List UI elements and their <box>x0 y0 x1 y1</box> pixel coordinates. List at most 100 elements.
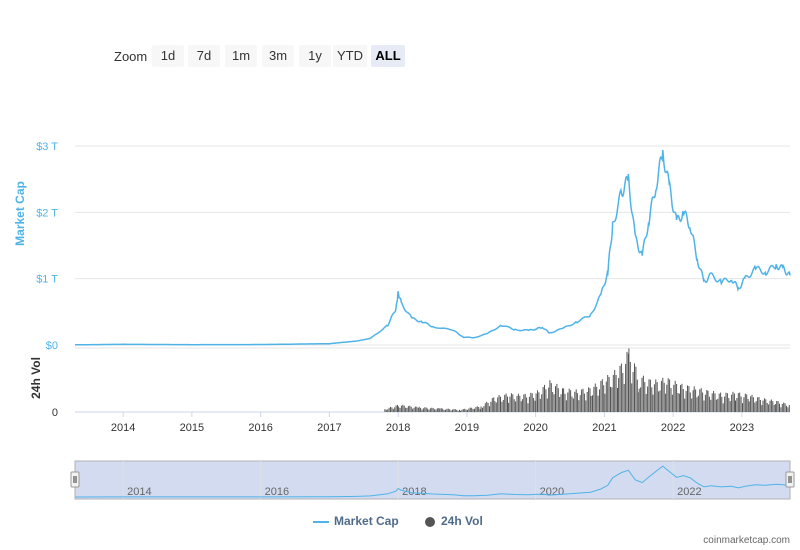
volume-bar <box>641 377 643 412</box>
volume-bar <box>553 394 555 412</box>
volume-bar <box>682 389 684 412</box>
volume-bar <box>610 386 611 412</box>
x-tick-label: 2017 <box>317 422 341 434</box>
volume-bar <box>417 407 419 412</box>
volume-bar <box>497 397 499 412</box>
volume-bar <box>728 398 730 412</box>
volume-bar <box>442 408 444 412</box>
volume-bar <box>494 401 496 412</box>
volume-bar <box>502 399 504 412</box>
volume-bar <box>534 400 536 412</box>
volume-bar <box>516 395 518 412</box>
volume-bar <box>671 394 673 412</box>
volume-axis-title: 24h Vol <box>29 357 43 399</box>
volume-bar <box>445 409 446 412</box>
volume-bar <box>594 383 596 412</box>
volume-bar <box>491 398 493 412</box>
x-tick-label: 2014 <box>111 422 135 434</box>
volume-bar <box>660 380 662 412</box>
legend-market-cap[interactable]: Market Cap <box>313 514 399 528</box>
y-tick-label: $3 T <box>36 141 58 153</box>
zoom-button-3m[interactable]: 3m <box>262 45 294 67</box>
volume-bar <box>429 408 431 412</box>
zoom-button-7d[interactable]: 7d <box>188 45 220 67</box>
volume-bar <box>720 392 722 412</box>
volume-bar <box>658 391 660 412</box>
volume-bar <box>521 399 523 412</box>
volume-bar <box>687 385 688 412</box>
volume-bar <box>765 399 767 412</box>
navigator-handle-right[interactable] <box>785 471 795 488</box>
volume-bar <box>588 387 590 412</box>
volume-bar <box>761 405 763 412</box>
volume-bar <box>593 386 595 412</box>
volume-bar <box>461 409 463 412</box>
volume-bar <box>596 386 598 412</box>
volume-bar <box>702 392 704 412</box>
volume-bar <box>585 400 587 412</box>
volume-bar <box>526 397 528 412</box>
volume-bar <box>689 392 691 412</box>
volume-bar <box>469 407 471 412</box>
volume-bar <box>568 388 570 412</box>
volume-bar <box>490 401 492 412</box>
zoom-button-ytd[interactable]: YTD <box>333 45 367 67</box>
volume-bar <box>636 379 638 412</box>
volume-bar <box>562 388 563 412</box>
volume-bar <box>548 387 550 412</box>
zoom-button-all[interactable]: ALL <box>371 45 405 67</box>
volume-bar <box>669 379 671 412</box>
volume-bar <box>733 393 735 412</box>
volume-bar <box>703 400 705 412</box>
zoom-button-1m[interactable]: 1m <box>225 45 257 67</box>
volume-bar <box>565 400 567 412</box>
volume-bar <box>617 387 618 412</box>
volume-bar <box>409 405 411 412</box>
volume-bar <box>539 398 541 412</box>
volume-bar <box>576 393 578 412</box>
volume-bar <box>472 409 474 412</box>
legend-volume[interactable]: 24h Vol <box>425 514 483 528</box>
volume-bar <box>425 407 427 412</box>
credits-link[interactable]: coinmarketcap.com <box>703 535 790 546</box>
volume-bar <box>575 389 577 412</box>
volume-bar <box>788 405 790 412</box>
volume-bar <box>397 404 398 412</box>
volume-bar <box>398 406 400 412</box>
navigator-handle-left[interactable] <box>70 471 80 488</box>
volume-bar <box>662 377 664 412</box>
volume-bar <box>601 379 603 412</box>
volume-bar <box>420 407 422 412</box>
volume-bar <box>697 395 699 412</box>
legend-market-cap-label: Market Cap <box>334 514 399 528</box>
zoom-button-1d[interactable]: 1d <box>152 45 184 67</box>
volume-bar <box>744 393 746 412</box>
volume-bar <box>424 407 426 412</box>
volume-bar <box>649 379 651 412</box>
volume-bar <box>642 375 644 412</box>
volume-bar <box>776 401 778 412</box>
volume-bar <box>523 394 525 412</box>
volume-bar <box>388 407 390 412</box>
x-tick-label: 2015 <box>180 422 204 434</box>
volume-bar <box>385 409 387 412</box>
volume-bar <box>406 407 408 412</box>
volume-bar <box>482 407 483 412</box>
volume-bar <box>513 399 515 412</box>
zoom-button-1y[interactable]: 1y <box>299 45 331 67</box>
volume-bar <box>501 401 503 412</box>
volume-bar <box>586 392 588 412</box>
volume-bar <box>715 399 717 412</box>
volume-bar <box>578 400 580 412</box>
volume-bar <box>391 407 393 412</box>
volume-bar <box>556 383 558 412</box>
volume-bar <box>519 395 521 412</box>
volume-bar <box>535 393 537 412</box>
volume-bar <box>693 386 695 412</box>
y-tick-label: $1 T <box>36 274 58 286</box>
volume-bar <box>559 397 561 412</box>
volume-bar <box>784 403 786 412</box>
volume-bar <box>622 373 624 412</box>
volume-bar <box>399 408 401 412</box>
volume-bar <box>648 379 650 412</box>
